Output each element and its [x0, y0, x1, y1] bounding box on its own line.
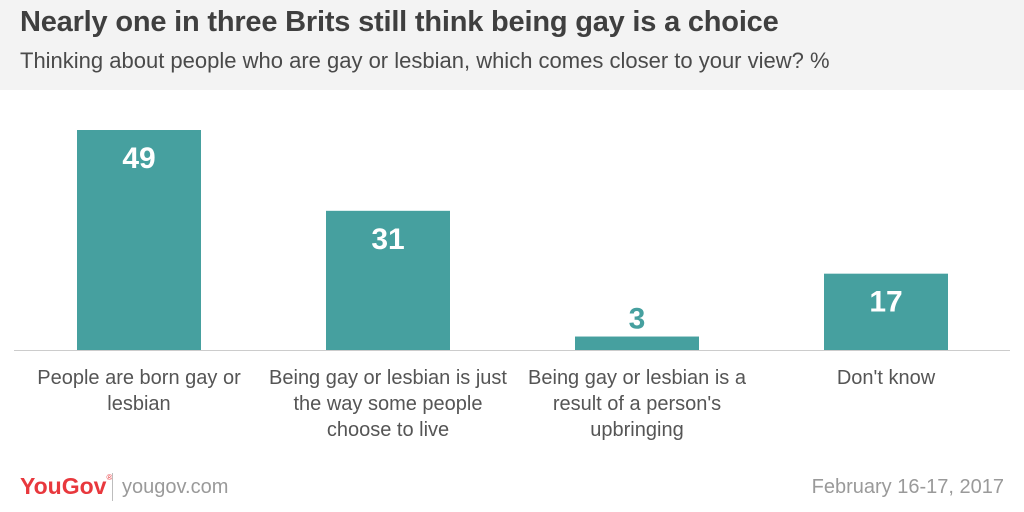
category-label-4: Don't know [836, 367, 936, 389]
bar-chart: 49 31 3 17 [14, 130, 1010, 351]
category-label-3: Being gay or lesbian is a result of a pe… [528, 367, 746, 441]
bar-3 [575, 336, 699, 350]
bar-value-label-4: 17 [869, 286, 902, 319]
category-label-1: People are born gay or lesbian [37, 367, 241, 415]
bar-1 [77, 130, 201, 350]
yougov-logo: YouGov® [20, 473, 112, 500]
bar-value-label-2: 31 [371, 223, 404, 256]
chart-subtitle: Thinking about people who are gay or les… [20, 48, 830, 73]
logo-registered-mark: ® [106, 473, 113, 482]
bar-value-label-3: 3 [629, 303, 646, 336]
logo-text: YouGov [20, 473, 107, 499]
bar-value-label-1: 49 [122, 142, 155, 175]
chart-title: Nearly one in three Brits still think be… [20, 6, 779, 38]
footer-date: February 16-17, 2017 [811, 476, 1004, 498]
bar-4 [824, 273, 948, 350]
category-label-2: Being gay or lesbian is just the way som… [269, 367, 507, 441]
footer-site: yougov.com [122, 476, 229, 498]
header-band: Nearly one in three Brits still think be… [0, 0, 1024, 90]
bar-2 [326, 210, 450, 350]
footer-divider [112, 473, 113, 501]
